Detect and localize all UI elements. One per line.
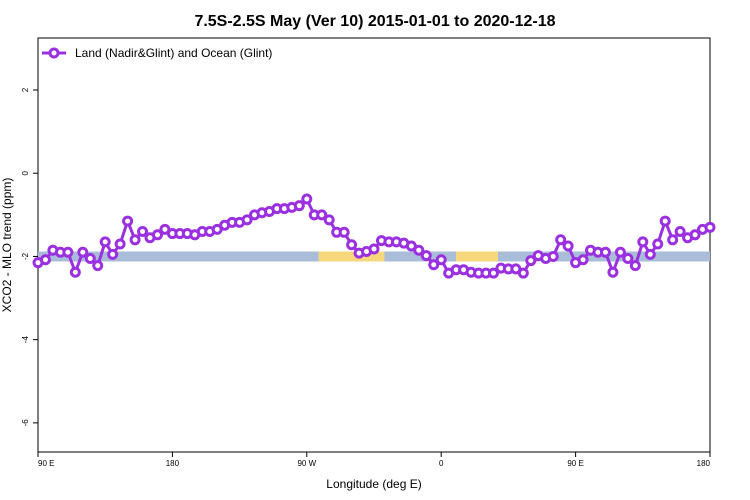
data-point <box>92 260 104 272</box>
data-point <box>607 266 619 278</box>
x-tick-label: 90 E <box>38 459 54 468</box>
x-tick-label: 90 W <box>297 459 316 468</box>
y-tick-label: -6 <box>21 419 30 427</box>
data-point <box>614 246 626 258</box>
data-point <box>599 246 611 258</box>
x-axis-label: Longitude (deg E) <box>326 477 421 491</box>
data-point <box>62 246 74 258</box>
x-tick-label: 90 E <box>567 459 583 468</box>
data-point <box>137 225 149 237</box>
legend-label: Land (Nadir&Glint) and Ocean (Glint) <box>75 46 272 60</box>
data-point <box>338 226 350 238</box>
data-point <box>346 239 358 251</box>
data-point <box>562 240 574 252</box>
data-point <box>637 236 649 248</box>
data-point <box>420 250 432 262</box>
data-point <box>577 254 589 266</box>
data-point <box>622 253 634 265</box>
data-point <box>644 248 656 260</box>
data-point <box>301 193 313 205</box>
legend-marker <box>48 47 60 59</box>
data-point <box>435 254 447 266</box>
data-point <box>487 267 499 279</box>
data-point <box>316 209 328 221</box>
data-point <box>84 253 96 265</box>
data-point <box>659 215 671 227</box>
x-axis: 90 E 180 90 W 0 90 E 180 <box>37 452 711 468</box>
chart-title: 7.5S-2.5S May (Ver 10) 2015-01-01 to 202… <box>194 13 555 30</box>
data-point <box>368 243 380 255</box>
data-point <box>151 229 163 241</box>
data-point <box>652 238 664 250</box>
data-point <box>629 260 641 272</box>
data-point <box>99 236 111 248</box>
x-tick-label: 0 <box>439 459 444 468</box>
data-point <box>107 248 119 260</box>
data-point <box>122 215 134 227</box>
data-point <box>428 259 440 271</box>
data-point <box>323 214 335 226</box>
data-point <box>129 234 141 246</box>
data-point <box>413 244 425 256</box>
y-axis: 2 0 -2 -4 -6 <box>21 87 38 426</box>
legend: Land (Nadir&Glint) and Ocean (Glint) <box>42 46 272 60</box>
y-tick-label: -2 <box>21 252 30 260</box>
data-point <box>77 246 89 258</box>
data-point <box>241 214 253 226</box>
y-tick-label: 2 <box>21 87 30 92</box>
data-point <box>69 266 81 278</box>
data-point <box>704 221 716 233</box>
y-axis-label: XCO2 - MLO trend (ppm) <box>0 178 14 313</box>
series-layer <box>32 193 716 279</box>
y-tick-label: -4 <box>21 336 30 344</box>
x-tick-label: 180 <box>697 459 711 468</box>
data-point <box>293 200 305 212</box>
data-point <box>555 234 567 246</box>
data-point <box>39 254 51 266</box>
x-tick-label: 180 <box>166 459 180 468</box>
data-point <box>547 250 559 262</box>
data-point <box>667 234 679 246</box>
data-point <box>674 225 686 237</box>
data-point <box>689 229 701 241</box>
data-point <box>114 238 126 250</box>
data-point <box>525 255 537 267</box>
data-point <box>517 267 529 279</box>
y-tick-label: 0 <box>21 170 30 175</box>
